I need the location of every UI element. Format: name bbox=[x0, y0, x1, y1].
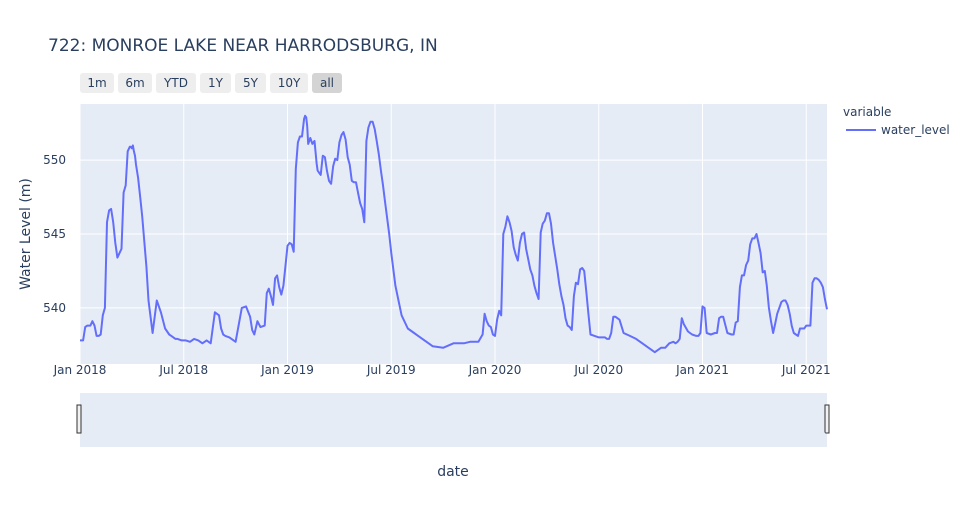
x-tick-label: Jul 2021 bbox=[781, 363, 831, 377]
x-axis-title: date bbox=[437, 464, 469, 480]
range-slider-trace bbox=[80, 394, 828, 446]
x-axis-ticks: Jan 2018 Jul 2018 Jan 2019 Jul 2019 Jan 2020… bbox=[53, 363, 831, 377]
legend-title: variable bbox=[843, 105, 891, 119]
x-tick-label: Jul 2018 bbox=[158, 363, 208, 377]
y-axis-title: Water Level (m) bbox=[18, 178, 34, 290]
range-button-1y[interactable]: 1Y bbox=[200, 73, 231, 93]
range-button-6m[interactable]: 6m bbox=[118, 73, 152, 93]
x-tick-label: Jan 2021 bbox=[675, 363, 729, 377]
range-button-1m[interactable]: 1m bbox=[80, 73, 114, 93]
y-tick-label: 550 bbox=[43, 153, 66, 167]
x-tick-label: Jan 2020 bbox=[468, 363, 522, 377]
x-tick-label: Jan 2018 bbox=[53, 363, 107, 377]
chart-title: 722: MONROE LAKE NEAR HARRODSBURG, IN bbox=[48, 36, 438, 56]
y-tick-label: 540 bbox=[43, 301, 66, 315]
range-button-10y[interactable]: 10Y bbox=[270, 73, 308, 93]
x-tick-label: Jan 2019 bbox=[260, 363, 314, 377]
y-tick-label: 545 bbox=[43, 227, 66, 241]
series-layer bbox=[80, 114, 828, 354]
range-slider-left-handle[interactable] bbox=[76, 404, 82, 434]
series-line-water_level[interactable] bbox=[80, 114, 828, 354]
range-button-5y[interactable]: 5Y bbox=[235, 73, 266, 93]
legend-item-water-level[interactable]: water_level bbox=[881, 123, 950, 137]
y-axis-ticks: 540 545 550 bbox=[43, 153, 66, 315]
range-button-all[interactable]: all bbox=[312, 73, 342, 93]
x-tick-label: Jul 2020 bbox=[573, 363, 623, 377]
x-tick-label: Jul 2019 bbox=[366, 363, 416, 377]
range-slider[interactable] bbox=[80, 393, 827, 447]
range-button-ytd[interactable]: YTD bbox=[156, 73, 196, 93]
range-slider-right-handle[interactable] bbox=[824, 404, 830, 434]
